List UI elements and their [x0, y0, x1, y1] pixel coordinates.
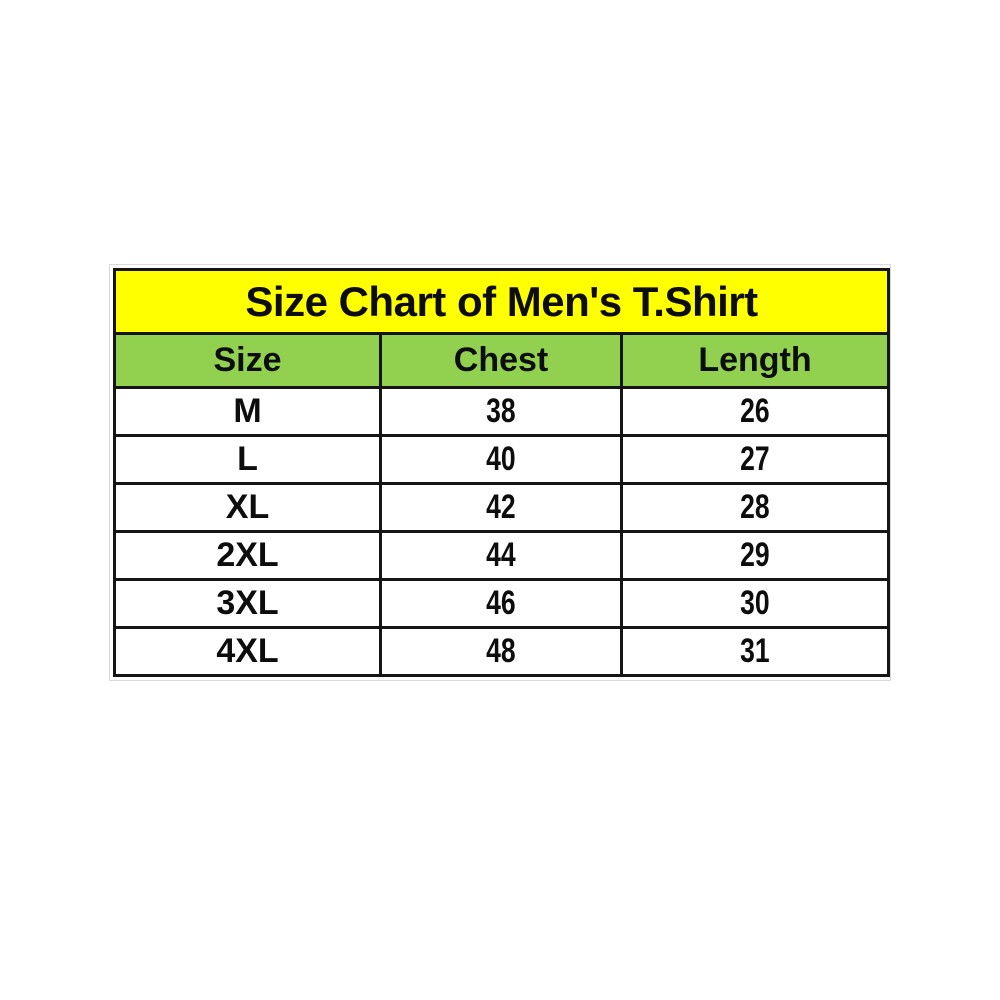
table-row: XL 42 28	[113, 482, 891, 533]
size-chart-container: Size Chart of Men's T.Shirt Size Chest L…	[109, 264, 891, 681]
chest-value: 44	[486, 536, 516, 574]
length-value: 27	[740, 440, 770, 478]
length-cell: 31	[619, 626, 891, 677]
chest-cell: 38	[379, 386, 623, 437]
size-cell: 2XL	[113, 530, 382, 581]
length-cell: 27	[619, 434, 891, 485]
column-header-size: Size	[113, 332, 382, 389]
length-value: 28	[740, 488, 770, 526]
chest-value: 46	[486, 584, 516, 622]
table-row: L 40 27	[113, 434, 891, 485]
title-row: Size Chart of Men's T.Shirt	[112, 268, 891, 335]
size-cell: 4XL	[113, 626, 382, 677]
size-cell: L	[113, 434, 382, 485]
header-row: Size Chest Length	[113, 332, 891, 389]
table-row: 4XL 48 31	[113, 626, 891, 677]
size-cell: M	[113, 386, 382, 437]
size-cell: XL	[113, 482, 382, 533]
size-cell: 3XL	[113, 578, 382, 629]
chest-cell: 46	[379, 578, 623, 629]
chest-value: 42	[486, 488, 516, 526]
chest-cell: 42	[379, 482, 623, 533]
length-value: 26	[740, 392, 770, 430]
size-chart-table: Size Chart of Men's T.Shirt Size Chest L…	[112, 268, 891, 677]
chest-value: 38	[486, 392, 516, 430]
chest-cell: 44	[379, 530, 623, 581]
length-cell: 29	[619, 530, 891, 581]
length-cell: 26	[619, 386, 891, 437]
length-value: 31	[740, 632, 770, 670]
length-value: 30	[740, 584, 770, 622]
length-cell: 30	[619, 578, 891, 629]
column-header-chest: Chest	[379, 332, 623, 389]
length-cell: 28	[619, 482, 891, 533]
chest-cell: 40	[379, 434, 623, 485]
chart-title: Size Chart of Men's T.Shirt	[112, 268, 891, 335]
length-value: 29	[740, 536, 770, 574]
chest-value: 40	[486, 440, 516, 478]
table-row: M 38 26	[113, 386, 891, 437]
table-row: 2XL 44 29	[113, 530, 891, 581]
table-row: 3XL 46 30	[113, 578, 891, 629]
chest-cell: 48	[379, 626, 623, 677]
chest-value: 48	[486, 632, 516, 670]
column-header-length: Length	[619, 332, 891, 389]
